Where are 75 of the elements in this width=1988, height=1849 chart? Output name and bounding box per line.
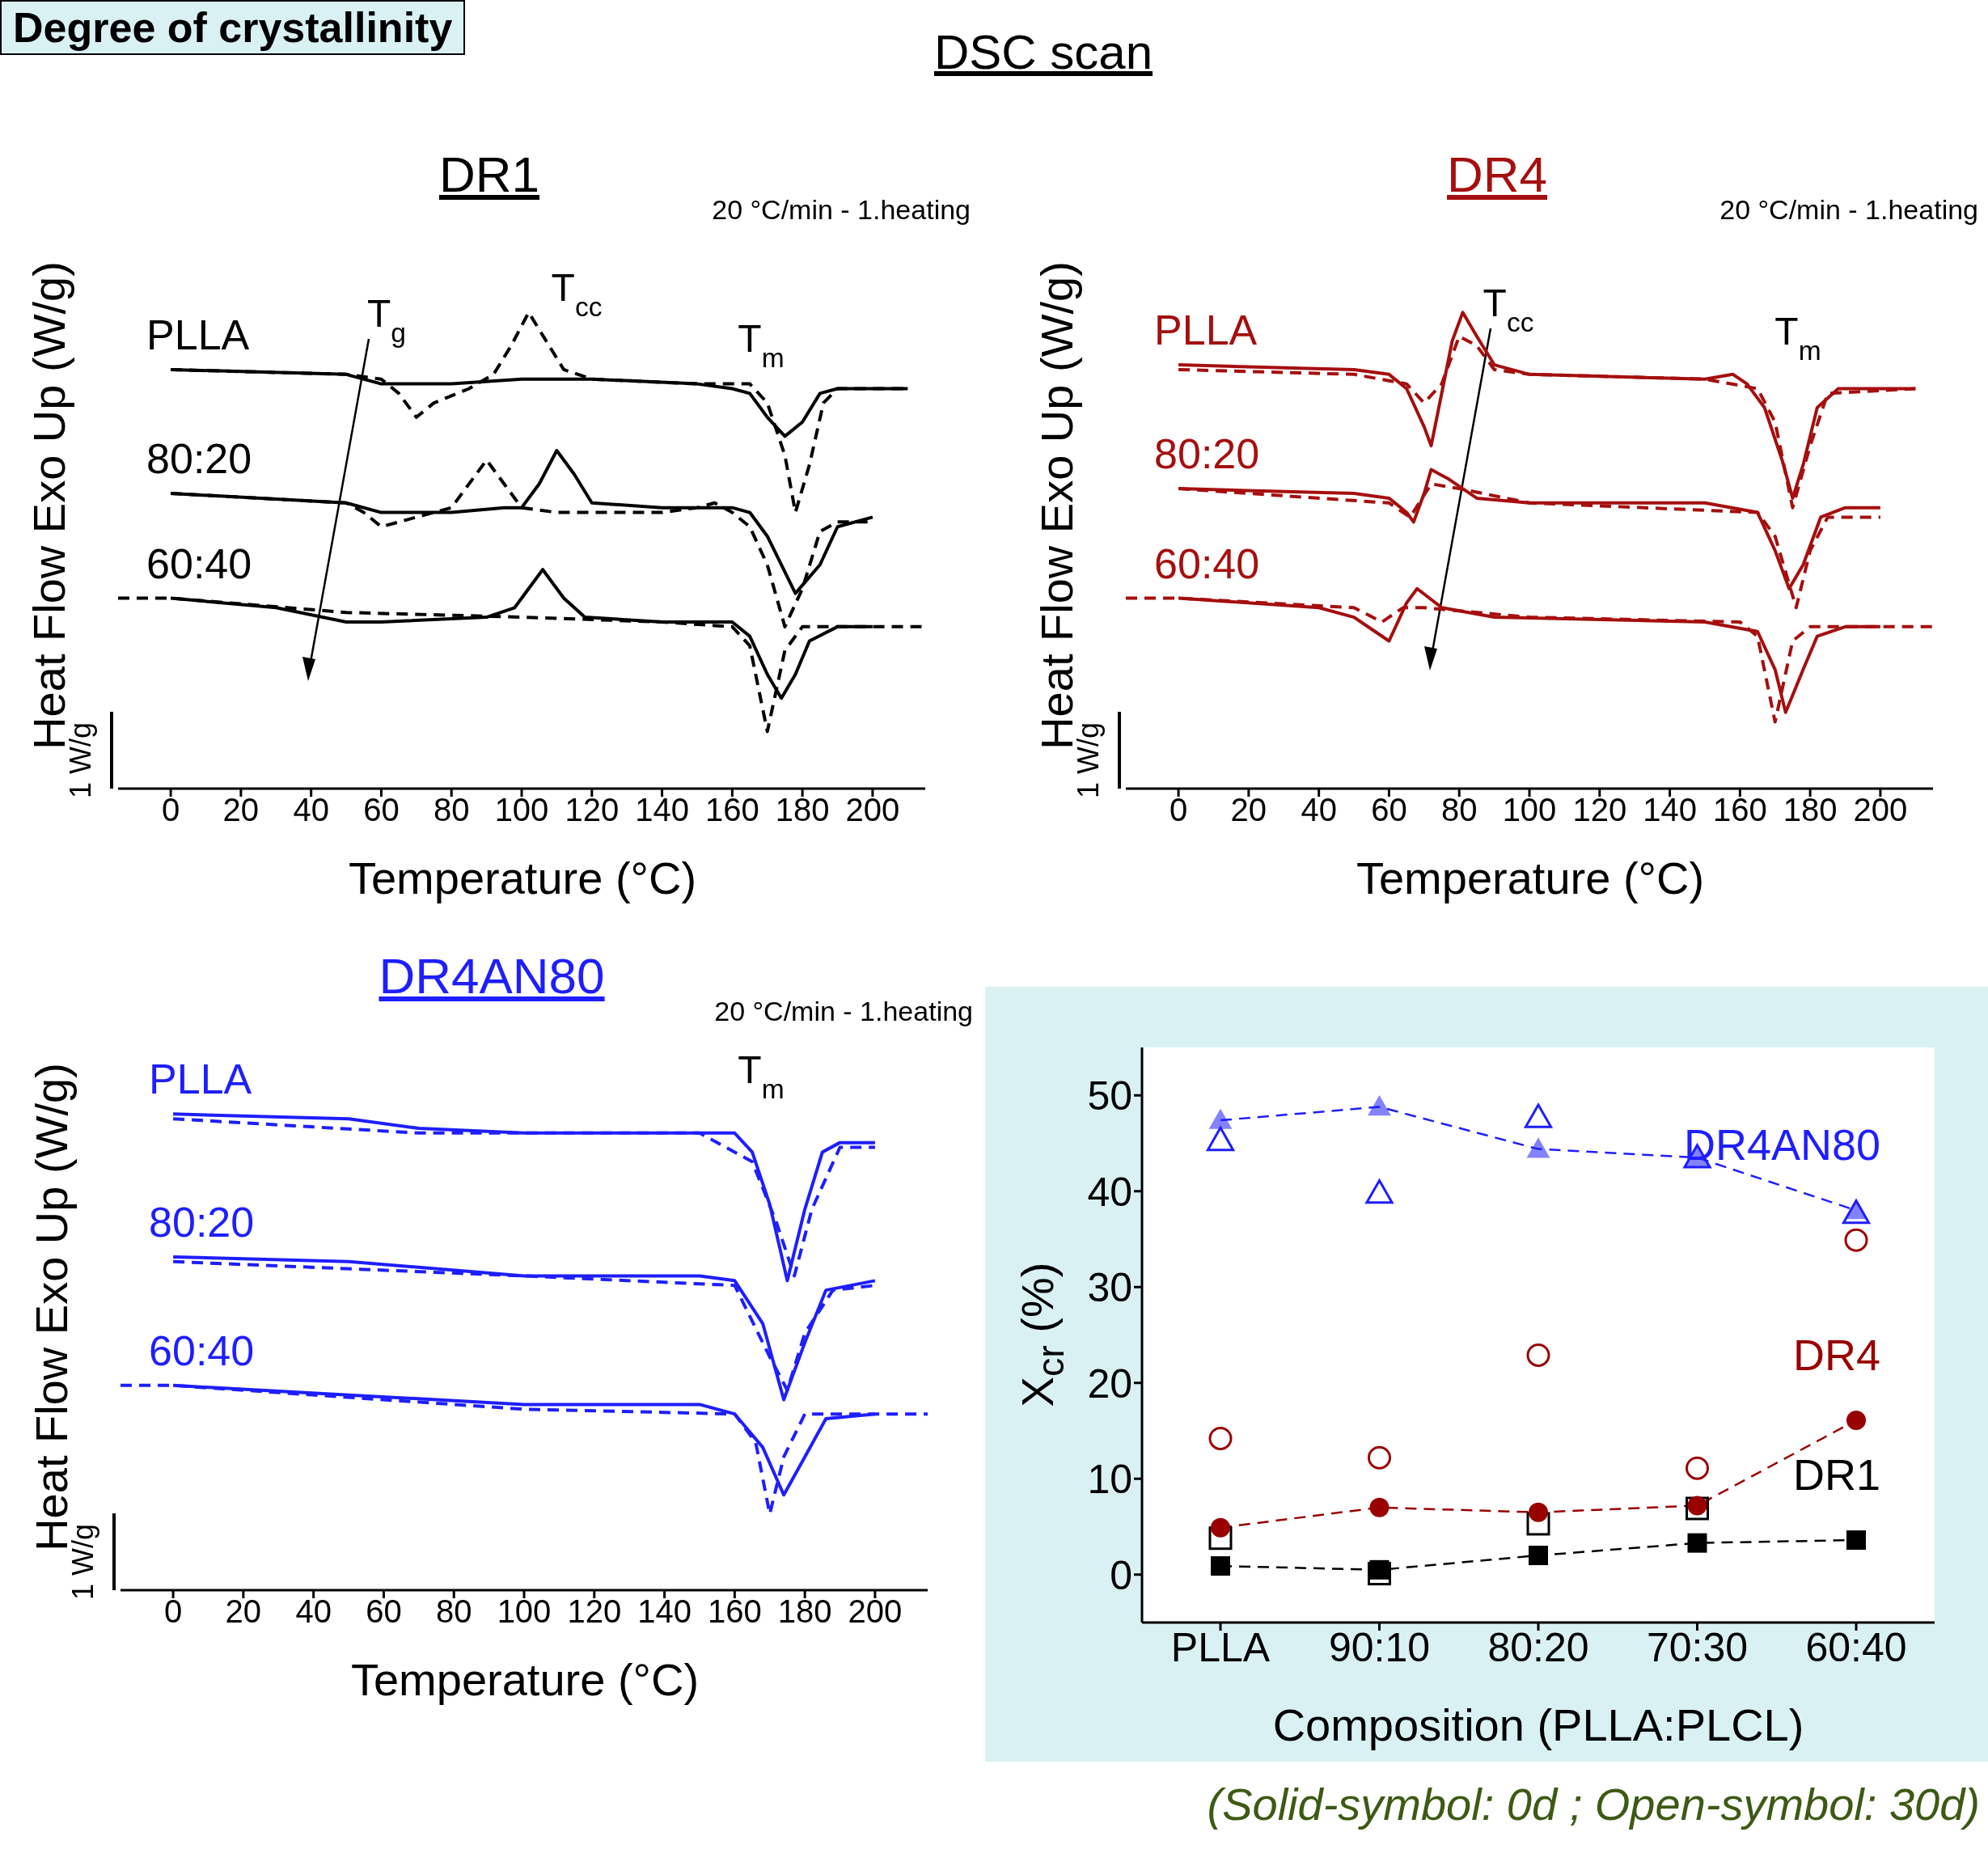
x-tick-label: 200 bbox=[848, 1593, 903, 1630]
x-tick-label: 90:10 bbox=[1328, 1624, 1431, 1670]
x-tick-label: 160 bbox=[704, 792, 759, 828]
x-tick-label: 140 bbox=[637, 1593, 692, 1630]
x-tick-label: 0 bbox=[1169, 792, 1188, 828]
x-tick-label: 60 bbox=[363, 792, 400, 828]
y-tick-label: 0 bbox=[1110, 1552, 1132, 1598]
text: 20 °C/min - 1.heating bbox=[714, 996, 973, 1027]
x-tick-label: 160 bbox=[707, 1593, 762, 1630]
x-tick-label: 80 bbox=[1440, 792, 1478, 828]
chart-title: DR1 bbox=[438, 146, 540, 202]
x-tick-label: 180 bbox=[775, 792, 830, 828]
x-tick-label: 80:20 bbox=[1487, 1624, 1589, 1670]
chart-title: DR4 bbox=[1446, 146, 1548, 202]
series-label: PLLA bbox=[149, 1056, 252, 1103]
y-tick-label: 40 bbox=[1087, 1169, 1132, 1215]
x-tick-label: 120 bbox=[1572, 792, 1627, 828]
y-tick-label: 30 bbox=[1087, 1265, 1132, 1310]
y-tick-label: 50 bbox=[1087, 1073, 1132, 1119]
x-tick-label: 140 bbox=[635, 792, 689, 828]
x-tick-label: 160 bbox=[1712, 792, 1767, 828]
y-tick-label: 20 bbox=[1087, 1360, 1132, 1407]
x-tick-label: 40 bbox=[1301, 792, 1337, 828]
x-tick-label: 60:40 bbox=[1805, 1624, 1907, 1670]
x-axis-title: Composition (PLLA:PLCL) bbox=[1271, 1699, 1805, 1751]
x-tick-label: 40 bbox=[293, 792, 329, 828]
y-tick-label: 10 bbox=[1087, 1457, 1132, 1502]
text: (Solid-symbol: 0d ; Open-symbol: 30d) bbox=[1207, 1778, 1980, 1830]
x-axis-title: Temperature (°C) bbox=[349, 1653, 700, 1706]
text: 20 °C/min - 1.heating bbox=[1719, 194, 1978, 226]
x-tick-label: PLLA bbox=[1170, 1624, 1271, 1670]
x-tick-label: 140 bbox=[1643, 792, 1697, 828]
x-tick-label: 20 bbox=[1230, 792, 1267, 828]
x-axis-title: Temperature (°C) bbox=[1355, 852, 1706, 904]
annotation: T$_{cc}$ bbox=[1483, 281, 1534, 337]
x-tick-label: 180 bbox=[777, 1593, 832, 1630]
series-label: 80:20 bbox=[1154, 430, 1260, 478]
series-label: PLLA bbox=[146, 311, 250, 358]
series-label: 60:40 bbox=[149, 1326, 255, 1374]
series-label: 60:40 bbox=[1154, 539, 1260, 587]
annotation: T$_{m}$ bbox=[1774, 310, 1821, 366]
series-label: PLLA bbox=[1154, 307, 1258, 354]
text: DSC scan bbox=[933, 24, 1154, 80]
series-label: 80:20 bbox=[146, 435, 252, 483]
chart-title: DR4AN80 bbox=[379, 948, 605, 1004]
x-tick-label: 120 bbox=[565, 792, 620, 828]
series-label: DR1 bbox=[1792, 1450, 1880, 1500]
x-tick-label: 80 bbox=[435, 1593, 472, 1630]
x-tick-label: 200 bbox=[845, 792, 900, 828]
series-label: DR4AN80 bbox=[1683, 1120, 1880, 1170]
text: T$_{m}$ bbox=[738, 1048, 785, 1104]
x-tick-label: 60 bbox=[366, 1593, 402, 1630]
x-tick-label: 100 bbox=[1502, 792, 1557, 828]
x-axis-title: Temperature (°C) bbox=[347, 852, 698, 904]
annotation: T$_{m}$ bbox=[738, 317, 785, 373]
text: Degree of crystallinity bbox=[0, 0, 466, 55]
x-tick-label: 200 bbox=[1853, 792, 1908, 828]
x-tick-label: 40 bbox=[295, 1593, 332, 1630]
x-tick-label: 20 bbox=[222, 792, 260, 828]
series-label: 80:20 bbox=[149, 1198, 255, 1246]
annotation: T$_{g}$ bbox=[366, 292, 407, 348]
text: 20 °C/min - 1.heating bbox=[712, 194, 971, 226]
x-tick-label: 20 bbox=[225, 1593, 262, 1630]
annotation: T$_{cc}$ bbox=[551, 266, 603, 322]
x-tick-label: 0 bbox=[161, 792, 180, 828]
x-tick-label: 100 bbox=[497, 1593, 552, 1630]
x-tick-label: 80 bbox=[433, 792, 470, 828]
series-label: 60:40 bbox=[146, 539, 252, 587]
series-label: DR4 bbox=[1792, 1330, 1880, 1379]
x-tick-label: 70:30 bbox=[1646, 1624, 1749, 1670]
x-tick-label: 180 bbox=[1783, 792, 1838, 828]
x-tick-label: 100 bbox=[494, 792, 549, 828]
x-tick-label: 60 bbox=[1371, 792, 1407, 828]
x-tick-label: 120 bbox=[567, 1593, 622, 1630]
x-tick-label: 0 bbox=[163, 1593, 183, 1630]
